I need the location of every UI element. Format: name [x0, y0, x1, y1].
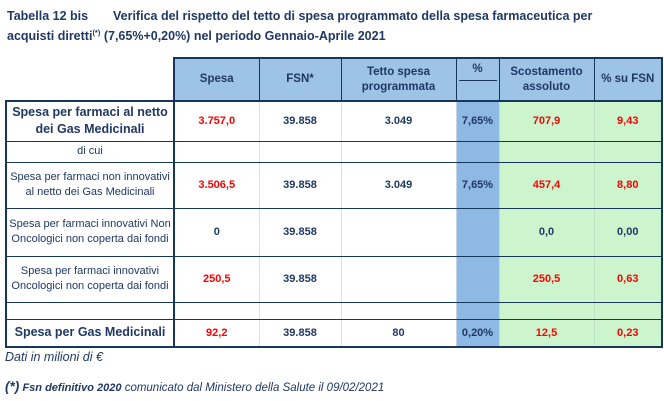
title-footnote-marker: (*)	[92, 27, 101, 37]
title-line1: Tabella 12 bis Verifica del rispetto del …	[7, 6, 659, 26]
cell-fsn: 39.858	[258, 255, 341, 303]
cell-spesa: 3.506,5	[173, 161, 259, 209]
cell-scostamento: 0,0	[498, 207, 594, 257]
cell-spesa	[173, 140, 259, 163]
cell-pct-fsn: 9,43	[593, 100, 663, 142]
cell-pct-fsn	[593, 301, 663, 320]
units-note: Dati in milioni di €	[5, 350, 103, 364]
cell-pct-fsn	[593, 140, 663, 163]
cell-pct	[455, 301, 499, 320]
pct-header-split: %	[458, 60, 497, 99]
row-label: di cui	[5, 140, 175, 163]
cell-pct-fsn: 0,23	[593, 318, 663, 348]
header-pct-su-fsn: % su FSN	[593, 57, 663, 102]
title-text-line1: Verifica del rispetto del tetto di spesa…	[113, 9, 593, 23]
title-text-line2-post: (7,65%+0,20%) nel periodo Gennaio-Aprile…	[100, 29, 386, 43]
cell-scostamento: 457,4	[498, 161, 594, 209]
cell-tetto	[340, 255, 456, 303]
cell-pct-fsn: 0,00	[593, 207, 663, 257]
cell-fsn: 39.858	[258, 318, 341, 348]
pct-header-label: %	[458, 60, 497, 81]
footnote-bold-text: Fsn definitivo 2020	[22, 382, 122, 394]
row-label: Spesa per farmaci non innovativi al nett…	[5, 161, 175, 209]
cell-fsn	[258, 140, 341, 163]
cell-pct: 7,65%	[455, 161, 499, 209]
cell-fsn: 39.858	[258, 161, 341, 209]
row-label: Spesa per farmaci innovativi Oncologici …	[5, 255, 175, 303]
cell-tetto	[340, 140, 456, 163]
cell-scostamento: 707,9	[498, 100, 594, 142]
cell-tetto: 80	[340, 318, 456, 348]
title-text-line2-pre: acquisti diretti	[7, 29, 93, 43]
corner-cell	[6, 58, 174, 101]
table-title: Tabella 12 bis Verifica del rispetto del …	[7, 6, 659, 46]
cell-scostamento	[498, 301, 594, 320]
row-label	[5, 301, 175, 320]
row-label: Spesa per Gas Medicinali	[5, 318, 175, 348]
cell-pct	[455, 140, 499, 163]
cell-fsn	[258, 301, 341, 320]
header-scostamento: Scostamento assoluto	[498, 57, 595, 102]
cell-fsn: 39.858	[258, 100, 341, 142]
cell-pct	[455, 207, 499, 257]
cell-pct: 7,65%	[455, 100, 499, 142]
row-farmaci-non-innovativi: Spesa per farmaci non innovativi al nett…	[5, 161, 663, 209]
cell-pct	[455, 255, 499, 303]
cell-spesa: 3.757,0	[173, 100, 259, 142]
table-number: Tabella 12 bis	[7, 9, 89, 23]
footnote-marker: (*)	[5, 379, 20, 394]
header-fsn: FSN*	[258, 57, 342, 102]
cell-tetto: 3.049	[340, 100, 456, 142]
cell-pct: 0,20%	[455, 318, 499, 348]
header-tetto-spesa: Tetto spesa programmata	[340, 57, 457, 102]
row-spacer	[5, 301, 663, 320]
spesa-farmaceutica-table: Spesa FSN* Tetto spesa programmata % Sco…	[5, 57, 663, 348]
cell-fsn: 39.858	[258, 207, 341, 257]
cell-scostamento: 250,5	[498, 255, 594, 303]
cell-tetto	[340, 301, 456, 320]
cell-scostamento: 12,5	[498, 318, 594, 348]
title-line2: acquisti diretti(*) (7,65%+0,20%) nel pe…	[7, 26, 659, 46]
row-farmaci-netto-gas: Spesa per farmaci al netto dei Gas Medic…	[5, 100, 663, 142]
cell-spesa: 250,5	[173, 255, 259, 303]
cell-pct-fsn: 8,80	[593, 161, 663, 209]
header-pct: %	[455, 57, 500, 102]
header-row: Spesa FSN* Tetto spesa programmata % Sco…	[6, 57, 663, 102]
cell-pct-fsn: 0,63	[593, 255, 663, 303]
row-gas-medicinali: Spesa per Gas Medicinali 92,2 39.858 80 …	[5, 318, 663, 348]
cell-tetto: 3.049	[340, 161, 456, 209]
cell-tetto	[340, 207, 456, 257]
cell-spesa: 92,2	[173, 318, 259, 348]
pct-header-empty	[459, 81, 497, 99]
row-label: Spesa per farmaci al netto dei Gas Medic…	[5, 100, 175, 142]
row-innovativi-non-oncologici: Spesa per farmaci innovativi Non Oncolog…	[5, 207, 663, 257]
header-spesa: Spesa	[173, 57, 260, 102]
footnote-text: comunicato dal Ministero della Salute il…	[124, 382, 385, 394]
row-label: Spesa per farmaci innovativi Non Oncolog…	[5, 207, 175, 257]
row-di-cui: di cui	[5, 140, 663, 163]
cell-scostamento	[498, 140, 594, 163]
cell-spesa	[173, 301, 259, 320]
footnote: (*) Fsn definitivo 2020 comunicato dal M…	[5, 379, 384, 394]
cell-spesa: 0	[173, 207, 259, 257]
row-innovativi-oncologici: Spesa per farmaci innovativi Oncologici …	[5, 255, 663, 303]
